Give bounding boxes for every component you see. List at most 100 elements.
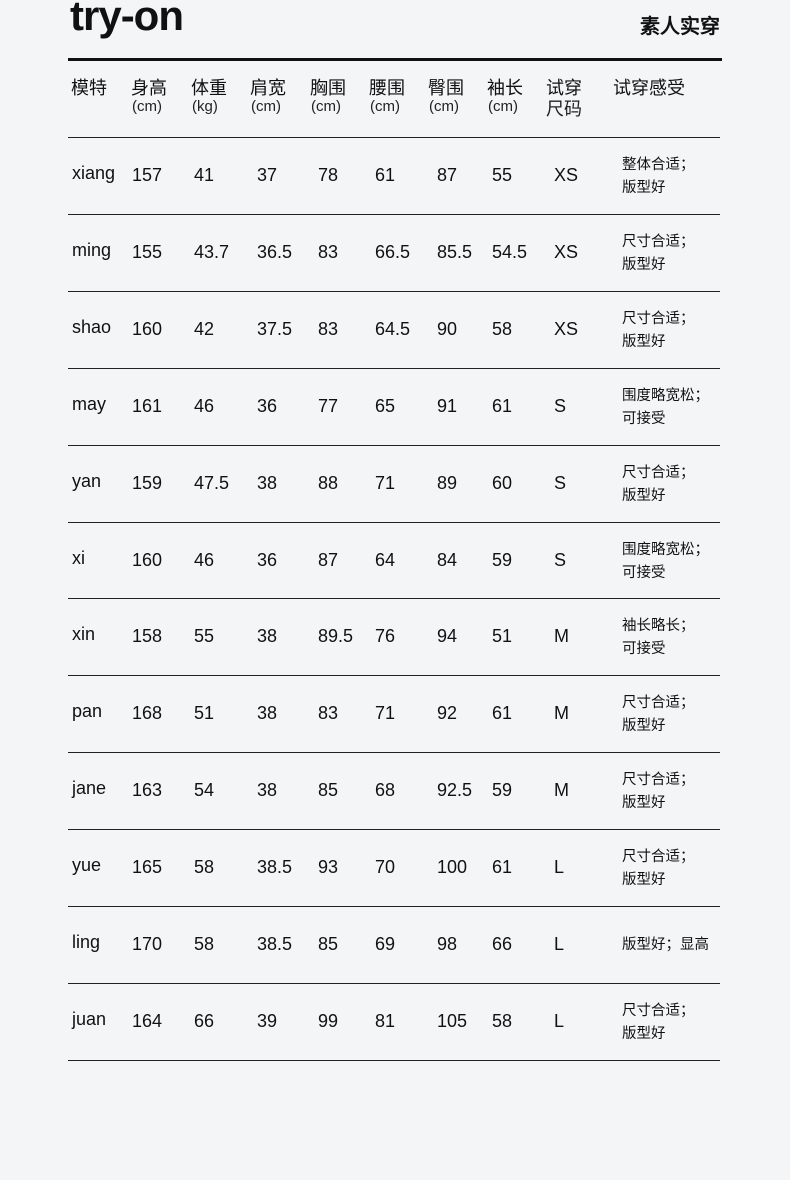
row-divider — [68, 906, 720, 907]
table-cell: L — [554, 934, 565, 954]
fit-feedback-line: 版型好 — [622, 334, 666, 350]
model-name: pan — [72, 701, 103, 721]
model-name: xin — [72, 624, 96, 644]
table-cell: 46 — [194, 396, 215, 416]
header-divider — [68, 58, 722, 61]
table-cell: 84 — [437, 550, 458, 570]
table-cell: 41 — [194, 165, 215, 185]
table-cell: 64 — [375, 550, 396, 570]
table-cell: 90 — [437, 319, 458, 339]
table-cell: 61 — [492, 396, 513, 416]
table-cell: 78 — [318, 165, 339, 185]
table-row: ming 155 43.7 36.5 83 66.5 85.5 54.5 XS 尺寸合适； 版型好 — [0, 214, 790, 291]
column-header-unit: (cm) — [429, 98, 459, 115]
table-cell: 36 — [257, 396, 278, 416]
table-cell: 85 — [318, 780, 339, 800]
fit-feedback: 尺寸合适； 版型好 — [622, 462, 722, 508]
table-cell: 93 — [318, 857, 339, 877]
table-cell: 105 — [437, 1011, 468, 1031]
table-cell: 66 — [492, 934, 513, 954]
fit-feedback-line: 围度略宽松； — [622, 542, 709, 558]
row-divider — [68, 675, 720, 676]
fit-feedback: 尺寸合适； 版型好 — [622, 308, 722, 354]
table-cell: 38 — [257, 703, 278, 723]
table-row: xiang 157 41 37 78 61 87 55 XS 整体合适； 版型好 — [0, 137, 790, 214]
column-header-label: 试穿感受 — [613, 78, 685, 98]
table-cell: 98 — [437, 934, 458, 954]
row-divider — [68, 598, 720, 599]
model-name: yue — [72, 855, 102, 875]
fit-feedback-line: 版型好；显高 — [622, 937, 709, 953]
row-divider — [68, 752, 720, 753]
column-header: 身高 (cm) — [131, 78, 167, 115]
fit-feedback-line: 尺寸合适； — [622, 1003, 695, 1019]
table-cell: 58 — [194, 934, 215, 954]
column-header-unit: (cm) — [132, 98, 162, 115]
fit-feedback: 版型好；显高 — [622, 934, 722, 957]
table-cell: 87 — [318, 550, 339, 570]
fit-feedback-line: 版型好 — [622, 257, 666, 273]
table-cell: 100 — [437, 857, 468, 877]
table-cell: 83 — [318, 319, 339, 339]
column-header-label: 腰围 — [369, 78, 405, 98]
page-subtitle: 素人实穿 — [640, 16, 720, 38]
table-cell: 61 — [492, 703, 513, 723]
table-cell: 163 — [132, 780, 163, 800]
table-cell: 39 — [257, 1011, 278, 1031]
table-cell: 58 — [492, 319, 513, 339]
fit-feedback-line: 袖长略长； — [622, 618, 695, 634]
fit-feedback-line: 可接受 — [622, 565, 666, 581]
row-divider — [68, 137, 720, 138]
table-cell: 168 — [132, 703, 163, 723]
fit-feedback: 尺寸合适； 版型好 — [622, 846, 722, 892]
table-cell: 65 — [375, 396, 396, 416]
column-header-unit: (cm) — [488, 98, 518, 115]
table-cell: 92.5 — [437, 780, 473, 800]
table-row: jane 163 54 38 85 68 92.5 59 M 尺寸合适； 版型好 — [0, 752, 790, 829]
page-title: try-on — [70, 0, 184, 39]
column-header: 试穿 尺码 — [546, 78, 582, 120]
column-header: 肩宽 (cm) — [250, 78, 286, 115]
fit-feedback-line: 可接受 — [622, 411, 666, 427]
model-name: may — [72, 394, 107, 414]
fit-feedback: 袖长略长； 可接受 — [622, 615, 722, 661]
fit-feedback-line: 版型好 — [622, 488, 666, 504]
table-cell: M — [554, 780, 569, 800]
table-cell: 99 — [318, 1011, 339, 1031]
table-cell: 42 — [194, 319, 215, 339]
table-cell: 70 — [375, 857, 396, 877]
table-cell: 38 — [257, 780, 278, 800]
row-divider — [68, 522, 720, 523]
table-cell: 66.5 — [375, 242, 411, 262]
column-header-label: 身高 — [131, 78, 167, 98]
table-cell: 94 — [437, 626, 458, 646]
fit-feedback-line: 版型好 — [622, 1026, 666, 1042]
fit-feedback: 尺寸合适； 版型好 — [622, 231, 722, 277]
fit-feedback: 围度略宽松； 可接受 — [622, 539, 722, 585]
column-header-unit: (cm) — [370, 98, 400, 115]
fit-feedback: 围度略宽松； 可接受 — [622, 385, 722, 431]
table-cell: M — [554, 703, 569, 723]
fit-feedback-line: 可接受 — [622, 641, 666, 657]
model-name: xiang — [72, 163, 116, 183]
fit-feedback-line: 版型好 — [622, 795, 666, 811]
row-divider — [68, 983, 720, 984]
column-header-unit: 尺码 — [546, 99, 582, 119]
table-row: may 161 46 36 77 65 91 61 S 围度略宽松； 可接受 — [0, 368, 790, 445]
table-cell: 58 — [194, 857, 215, 877]
column-header-unit: (kg) — [192, 98, 218, 115]
table-row: juan 164 66 39 99 81 105 58 L 尺寸合适； 版型好 — [0, 983, 790, 1060]
table-cell: 59 — [492, 780, 513, 800]
table-row: ling 170 58 38.5 85 69 98 66 L 版型好；显高 — [0, 906, 790, 983]
model-name: ling — [72, 932, 101, 952]
table-cell: S — [554, 550, 567, 570]
column-header: 模特 — [71, 78, 107, 99]
column-header: 试穿感受 — [613, 78, 685, 99]
table-row: pan 168 51 38 83 71 92 61 M 尺寸合适； 版型好 — [0, 675, 790, 752]
table-row: shao 160 42 37.5 83 64.5 90 58 XS 尺寸合适； 版型好 — [0, 291, 790, 368]
table-cell: XS — [554, 242, 579, 262]
table-cell: 68 — [375, 780, 396, 800]
fit-feedback-line: 版型好 — [622, 180, 666, 196]
table-cell: 61 — [492, 857, 513, 877]
table-cell: XS — [554, 165, 579, 185]
